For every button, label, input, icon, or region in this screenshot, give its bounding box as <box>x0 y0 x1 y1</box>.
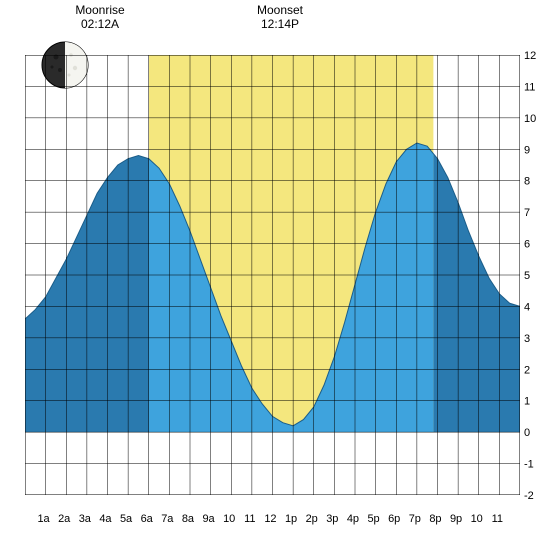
x-tick-label: 3p <box>326 513 338 525</box>
y-tick-label: -1 <box>524 459 534 471</box>
x-axis: 1a 2a 3a 4a 5a 6a 7a 8a 9a 10 11 12 1p 2p 3p 4p 5p 6p 7p 8p… <box>0 500 550 530</box>
plot-svg <box>25 55 520 495</box>
y-tick-label: 6 <box>524 239 530 251</box>
y-tick-label: 12 <box>524 50 536 62</box>
x-tick-label: 7a <box>161 513 174 525</box>
x-tick-label: 11 <box>492 513 503 525</box>
x-tick-label: 10 <box>471 513 483 525</box>
x-tick-label: 6p <box>388 513 400 525</box>
x-tick-label: 2a <box>58 513 71 525</box>
y-tick-label: 2 <box>524 364 530 376</box>
x-tick-label: 4a <box>99 513 112 525</box>
moonset-time: 12:14P <box>261 17 299 31</box>
moonset-label: Moonset <box>257 3 304 17</box>
moonrise-time: 02:12A <box>81 17 119 31</box>
x-tick-label: 4p <box>347 513 359 525</box>
x-tick-label: 1a <box>37 513 50 525</box>
y-tick-label: 8 <box>524 176 530 188</box>
y-tick-label: 1 <box>524 396 530 408</box>
x-tick-label: 8p <box>429 513 441 525</box>
x-tick-label: 8a <box>182 513 195 525</box>
tide-chart-container: Moonrise 02:12A Moonset 12:14P -2-101234… <box>0 0 550 550</box>
x-tick-label: 3a <box>79 513 92 525</box>
x-tick-label: 11 <box>244 513 255 525</box>
x-tick-label: 5p <box>367 513 379 525</box>
y-tick-label: 10 <box>524 113 536 125</box>
x-tick-label: 6a <box>141 513 154 525</box>
y-tick-label: 5 <box>524 270 530 282</box>
x-tick-label: 10 <box>223 513 235 525</box>
plot-area <box>25 55 520 495</box>
y-tick-label: 11 <box>524 81 535 93</box>
x-tick-label: 9p <box>450 513 462 525</box>
y-tick-label: 4 <box>524 301 530 313</box>
x-tick-label: 7p <box>409 513 421 525</box>
x-tick-label: 12 <box>264 513 276 525</box>
y-tick-label: 3 <box>524 333 530 345</box>
x-tick-label: 9a <box>202 513 215 525</box>
y-tick-label: 7 <box>524 207 530 219</box>
y-axis: -2-10123456789101112 <box>520 0 545 550</box>
x-tick-label: 5a <box>120 513 133 525</box>
x-tick-label: 1p <box>285 513 297 525</box>
x-tick-label: 2p <box>306 513 318 525</box>
y-tick-label: 0 <box>524 427 530 439</box>
y-tick-label: 9 <box>524 144 530 156</box>
moonrise-label: Moonrise <box>75 3 125 17</box>
